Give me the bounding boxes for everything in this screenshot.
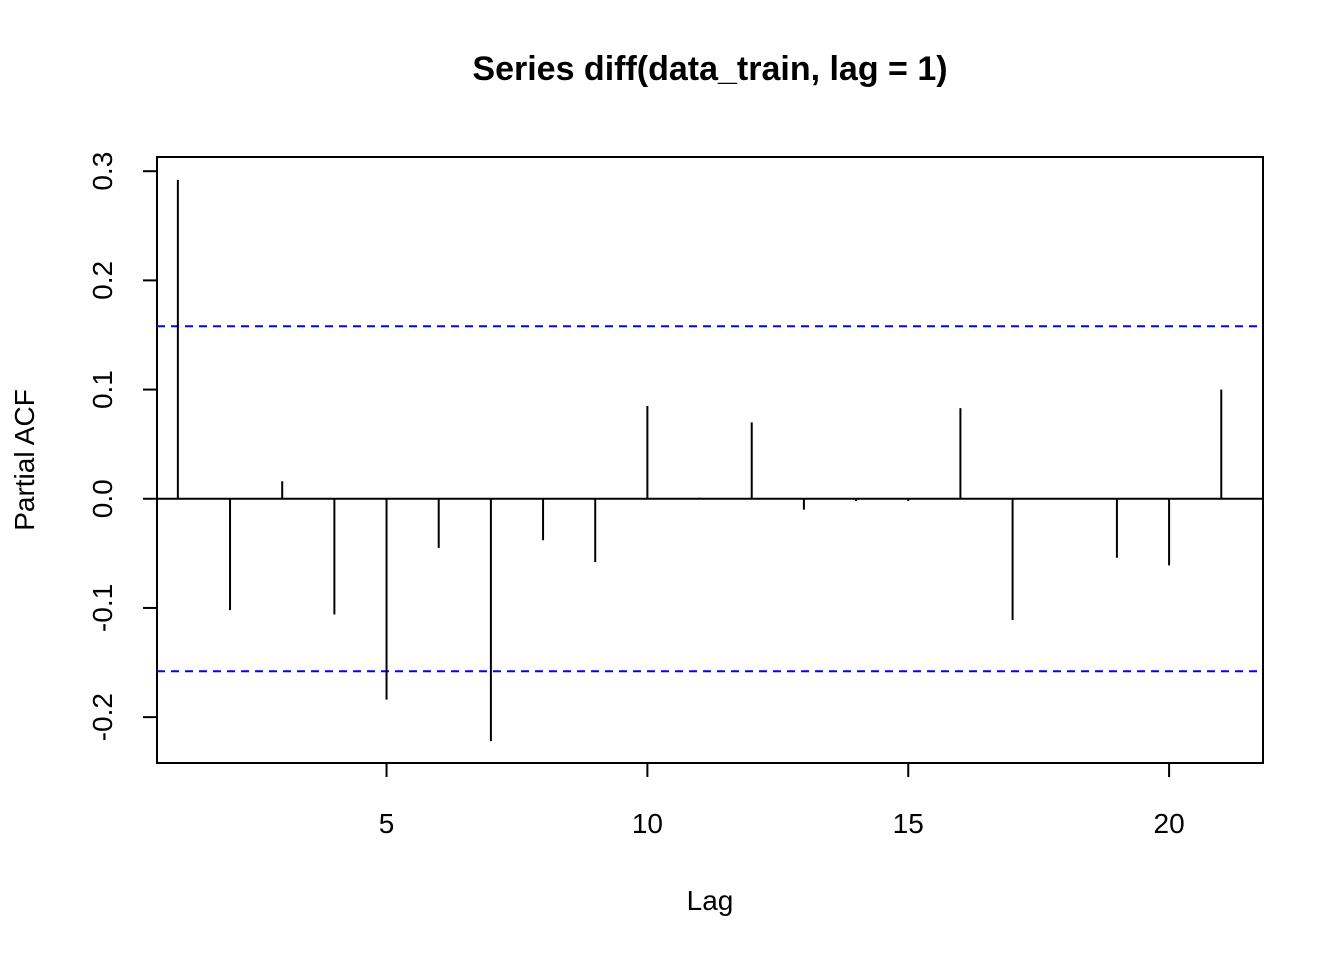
x-tick-label: 15 xyxy=(893,808,924,839)
y-tick-label: -0.1 xyxy=(87,584,118,632)
y-tick-label: 0.3 xyxy=(87,152,118,191)
x-axis: 5 10 15 20 xyxy=(379,763,1185,839)
y-tick-label: -0.2 xyxy=(87,693,118,741)
x-tick-label: 5 xyxy=(379,808,395,839)
y-tick-label: 0.0 xyxy=(87,479,118,518)
x-tick-label: 20 xyxy=(1154,808,1185,839)
y-tick-label: 0.2 xyxy=(87,261,118,300)
y-tick-label: 0.1 xyxy=(87,370,118,409)
x-axis-label: Lag xyxy=(687,885,734,916)
chart-title: Series diff(data_train, lag = 1) xyxy=(472,50,947,88)
pacf-bars xyxy=(178,180,1221,741)
y-axis-label: Partial ACF xyxy=(9,389,40,531)
x-tick-label: 10 xyxy=(632,808,663,839)
y-axis: -0.2 -0.1 0.0 0.1 0.2 0.3 xyxy=(87,152,157,742)
